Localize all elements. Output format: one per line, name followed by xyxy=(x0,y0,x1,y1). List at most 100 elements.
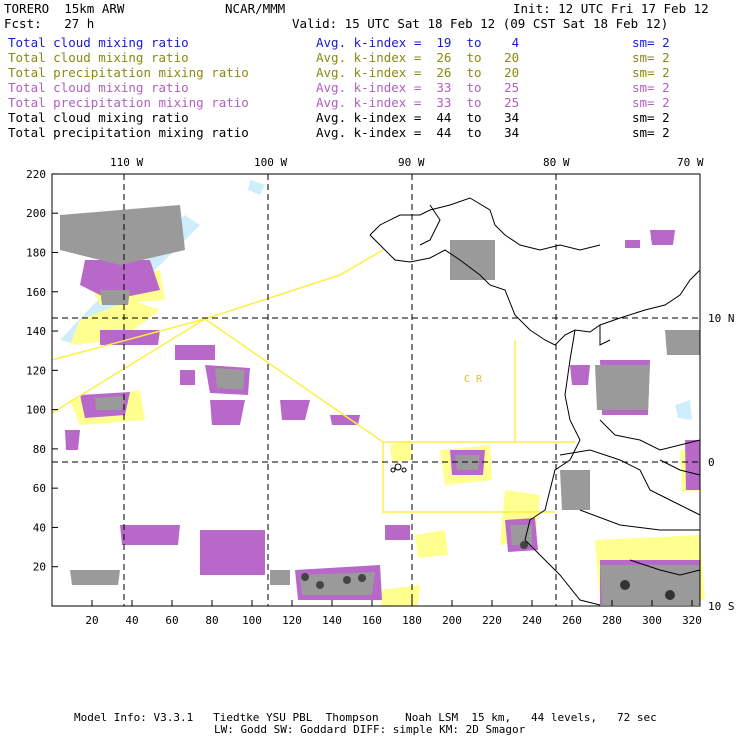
cloud-shade-violet xyxy=(570,365,590,385)
forecast-hour: Fcst: 27 h xyxy=(4,16,95,31)
x-tick-label: 100 xyxy=(242,614,262,627)
cloud-shade-gray xyxy=(270,570,290,585)
institution-label: NCAR/MMM xyxy=(225,1,286,16)
model-title: TORERO 15km ARW xyxy=(4,1,125,16)
cloud-shade-violet xyxy=(100,330,160,345)
x-tick-label: 160 xyxy=(362,614,382,627)
cloud-shade-gray xyxy=(450,240,495,280)
cloud-shade-gray xyxy=(95,396,125,410)
x-tick-label: 20 xyxy=(85,614,98,627)
y-axis-ticks: 20 40 60 80 100 120 140 160 180 200 220 xyxy=(26,168,58,574)
legend-smoothing: sm= 2 xyxy=(632,95,670,110)
legend-field: Total precipitation mixing ratio xyxy=(8,65,249,80)
longitude-labels: 110 W 100 W 90 W 80 W 70 W xyxy=(110,156,704,169)
cloud-shade-violet xyxy=(175,345,215,360)
lon-label: 80 W xyxy=(543,156,570,169)
precip-shading xyxy=(60,180,705,607)
x-tick-label: 80 xyxy=(205,614,218,627)
legend-smoothing: sm= 2 xyxy=(632,65,670,80)
cloud-shade-dark xyxy=(301,573,309,581)
latitude-labels: 10 N 0 10 S xyxy=(708,312,735,613)
cloud-shade-gray xyxy=(560,470,590,510)
cloud-shade-dark xyxy=(358,574,366,582)
legend-field: Total cloud mixing ratio xyxy=(8,80,189,95)
cloud-shade-yellow xyxy=(380,585,420,607)
cloud-shade-gray xyxy=(595,365,650,410)
model-info: Model Info: V3.3.1 Tiedtke YSU PBL Thomp… xyxy=(74,711,657,724)
cloud-shade-gray xyxy=(300,572,375,595)
lat-label: 10 N xyxy=(708,312,735,325)
lat-label: 10 S xyxy=(708,600,735,613)
y-tick-label: 200 xyxy=(26,207,46,220)
cloud-shade-violet xyxy=(210,400,245,425)
cloud-shade-gray xyxy=(665,330,700,355)
cloud-shade-violet xyxy=(180,370,195,385)
cloud-shade-violet xyxy=(280,400,310,420)
lon-label: 110 W xyxy=(110,156,143,169)
y-tick-label: 40 xyxy=(33,521,46,534)
legend-smoothing: sm= 2 xyxy=(632,80,670,95)
cloud-shade-yellow xyxy=(70,300,160,345)
legend-field: Total cloud mixing ratio xyxy=(8,50,189,65)
graticule xyxy=(52,174,700,606)
y-tick-label: 120 xyxy=(26,364,46,377)
map-frame xyxy=(51,173,701,607)
coastlines xyxy=(369,197,701,606)
legend-k-index: Avg. k-index = 26 to 20 xyxy=(316,50,520,65)
y-tick-label: 140 xyxy=(26,325,46,338)
cloud-shade-dark xyxy=(316,581,324,589)
x-tick-label: 200 xyxy=(442,614,462,627)
cloud-shade-gray xyxy=(510,525,532,545)
cloud-shade-violet xyxy=(330,415,360,425)
legend-k-index: Avg. k-index = 44 to 34 xyxy=(316,110,520,125)
legend-k-index: Avg. k-index = 26 to 20 xyxy=(316,65,520,80)
lat-label: 0 xyxy=(708,456,715,469)
cloud-shade-violet xyxy=(65,430,80,450)
x-tick-label: 140 xyxy=(322,614,342,627)
cloud-shade-gray xyxy=(600,565,700,605)
lon-label: 90 W xyxy=(398,156,425,169)
region-label: C R xyxy=(464,374,483,385)
legend-k-index: Avg. k-index = 44 to 34 xyxy=(316,125,520,140)
valid-time: Valid: 15 UTC Sat 18 Feb 12 (09 CST Sat … xyxy=(292,16,669,31)
cloud-shade-violet xyxy=(200,530,265,575)
legend-smoothing: sm= 2 xyxy=(632,35,670,50)
cloud-shade-gray xyxy=(70,570,120,585)
legend-k-index: Avg. k-index = 19 to 4 xyxy=(316,35,520,50)
legend-smoothing: sm= 2 xyxy=(632,110,670,125)
cloud-shade-gray xyxy=(215,368,245,390)
cloud-shade-yellow xyxy=(415,530,448,558)
cloud-shade-violet xyxy=(385,525,410,540)
x-axis-ticks: 20 40 60 80 100 120 140 160 180 200 220 240 260 280 30… xyxy=(85,600,702,627)
legend-field: Total cloud mixing ratio xyxy=(8,110,189,125)
legend-field: Total precipitation mixing ratio xyxy=(8,95,249,110)
x-tick-label: 180 xyxy=(402,614,422,627)
legend-field: Total cloud mixing ratio xyxy=(8,35,189,50)
y-tick-label: 60 xyxy=(33,482,46,495)
y-tick-label: 20 xyxy=(33,561,46,574)
cloud-shade-violet xyxy=(650,230,675,245)
cloud-shade-yellow xyxy=(390,440,412,462)
x-tick-label: 300 xyxy=(642,614,662,627)
legend-smoothing: sm= 2 xyxy=(632,50,670,65)
y-tick-label: 220 xyxy=(26,168,46,181)
legend-field: Total precipitation mixing ratio xyxy=(8,125,249,140)
y-tick-label: 80 xyxy=(33,443,46,456)
cloud-shade-dark xyxy=(343,576,351,584)
x-tick-label: 40 xyxy=(125,614,138,627)
cloud-shade-dark xyxy=(520,541,528,549)
init-time: Init: 12 UTC Fri 17 Feb 12 xyxy=(513,1,709,16)
cloud-shade-light-blue xyxy=(248,180,265,195)
cloud-shade-violet xyxy=(120,525,180,545)
boundary-lines xyxy=(51,249,575,513)
x-tick-label: 260 xyxy=(562,614,582,627)
y-tick-label: 100 xyxy=(26,404,46,417)
y-tick-label: 180 xyxy=(26,246,46,259)
cloud-shade-gray xyxy=(100,290,130,305)
lon-label: 70 W xyxy=(677,156,704,169)
x-tick-label: 320 xyxy=(682,614,702,627)
legend-k-index: Avg. k-index = 33 to 25 xyxy=(316,95,520,110)
physics-info: LW: Godd SW: Goddard DIFF: simple KM: 2D… xyxy=(214,723,526,736)
legend-k-index: Avg. k-index = 33 to 25 xyxy=(316,80,520,95)
